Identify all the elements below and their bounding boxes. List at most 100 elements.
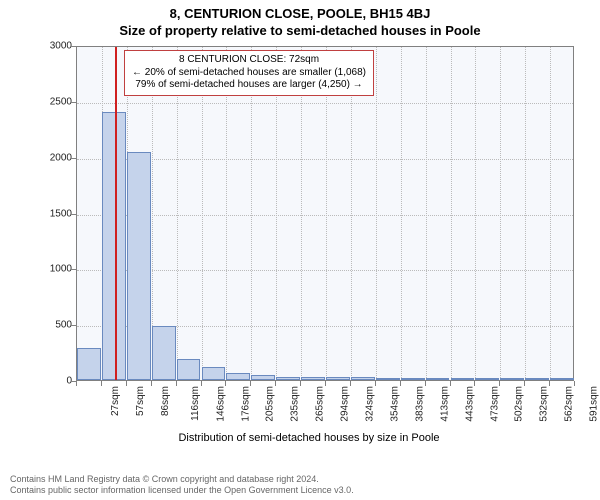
gridline-v xyxy=(177,47,178,380)
chart-container: Number of semi-detached properties 8 CEN… xyxy=(34,46,584,426)
y-tick-mark xyxy=(71,214,76,215)
x-tick-label: 591sqm xyxy=(589,386,600,422)
gridline-v xyxy=(451,47,452,380)
x-tick-label: 562sqm xyxy=(564,386,575,422)
x-tick-mark xyxy=(76,381,77,386)
x-tick-mark xyxy=(450,381,451,386)
y-tick-label: 1000 xyxy=(36,264,72,275)
x-tick-mark xyxy=(474,381,475,386)
histogram-bar xyxy=(226,373,250,380)
annotation-line-3: 79% of semi-detached houses are larger (… xyxy=(132,79,366,92)
histogram-bar xyxy=(475,378,499,380)
gridline-v xyxy=(301,47,302,380)
histogram-bar xyxy=(202,367,226,380)
y-tick-mark xyxy=(71,46,76,47)
page-title: 8, CENTURION CLOSE, POOLE, BH15 4BJ xyxy=(0,0,600,21)
y-tick-mark xyxy=(71,269,76,270)
histogram-bar xyxy=(550,378,574,380)
x-tick-mark xyxy=(250,381,251,386)
x-tick-mark xyxy=(400,381,401,386)
x-tick-label: 354sqm xyxy=(389,386,400,422)
gridline-v xyxy=(226,47,227,380)
x-tick-label: 235sqm xyxy=(290,386,301,422)
histogram-bar xyxy=(326,377,350,380)
y-tick-label: 0 xyxy=(36,376,72,387)
histogram-bar xyxy=(376,378,400,380)
histogram-bar xyxy=(525,378,549,380)
gridline-v xyxy=(251,47,252,380)
gridline-v xyxy=(426,47,427,380)
annotation-line-2: ← 20% of semi-detached houses are smalle… xyxy=(132,67,366,80)
x-tick-mark xyxy=(549,381,550,386)
x-tick-mark xyxy=(350,381,351,386)
gridline-v xyxy=(500,47,501,380)
y-tick-label: 1500 xyxy=(36,208,72,219)
x-axis-title: Distribution of semi-detached houses by … xyxy=(34,432,584,444)
marker-line xyxy=(115,47,117,380)
x-tick-label: 502sqm xyxy=(514,386,525,422)
y-tick-label: 500 xyxy=(36,320,72,331)
x-tick-label: 294sqm xyxy=(340,386,351,422)
annotation-line-1: 8 CENTURION CLOSE: 72sqm xyxy=(132,54,366,67)
y-tick-label: 2000 xyxy=(36,152,72,163)
x-tick-label: 265sqm xyxy=(315,386,326,422)
x-tick-mark xyxy=(300,381,301,386)
gridline-v xyxy=(550,47,551,380)
gridline-v xyxy=(326,47,327,380)
x-tick-mark xyxy=(499,381,500,386)
x-tick-label: 146sqm xyxy=(215,386,226,422)
histogram-bar xyxy=(500,378,524,380)
histogram-bar xyxy=(251,375,275,380)
histogram-bar xyxy=(152,326,176,380)
footer-attribution: Contains HM Land Registry data © Crown c… xyxy=(10,474,354,496)
y-tick-label: 2500 xyxy=(36,96,72,107)
histogram-bar xyxy=(426,378,450,380)
annotation-box: 8 CENTURION CLOSE: 72sqm ← 20% of semi-d… xyxy=(124,50,374,96)
histogram-bar xyxy=(276,377,300,380)
gridline-v xyxy=(475,47,476,380)
x-tick-mark xyxy=(524,381,525,386)
gridline-v xyxy=(202,47,203,380)
histogram-bar xyxy=(127,152,151,380)
x-tick-mark xyxy=(201,381,202,386)
histogram-bar xyxy=(351,377,375,380)
gridline-v xyxy=(525,47,526,380)
plot-area xyxy=(76,46,574,381)
x-tick-mark xyxy=(225,381,226,386)
footer-line-2: Contains public sector information licen… xyxy=(10,485,354,496)
x-tick-mark xyxy=(375,381,376,386)
x-tick-label: 383sqm xyxy=(414,386,425,422)
x-tick-mark xyxy=(275,381,276,386)
gridline-v xyxy=(351,47,352,380)
gridline-v xyxy=(401,47,402,380)
gridline-v xyxy=(376,47,377,380)
x-tick-mark xyxy=(176,381,177,386)
footer-line-1: Contains HM Land Registry data © Crown c… xyxy=(10,474,354,485)
x-tick-label: 443sqm xyxy=(464,386,475,422)
histogram-bar xyxy=(77,348,101,380)
y-tick-mark xyxy=(71,158,76,159)
x-tick-label: 86sqm xyxy=(160,386,171,416)
x-tick-mark xyxy=(151,381,152,386)
y-tick-label: 3000 xyxy=(36,41,72,52)
x-tick-label: 116sqm xyxy=(190,386,201,421)
y-tick-mark xyxy=(71,102,76,103)
histogram-bar xyxy=(401,378,425,380)
x-tick-mark xyxy=(325,381,326,386)
x-tick-label: 205sqm xyxy=(265,386,276,422)
x-tick-label: 27sqm xyxy=(110,386,121,416)
page-subtitle: Size of property relative to semi-detach… xyxy=(0,21,600,42)
x-tick-label: 473sqm xyxy=(489,386,500,422)
histogram-bar xyxy=(301,377,325,380)
y-tick-mark xyxy=(71,325,76,326)
x-tick-label: 176sqm xyxy=(240,386,251,422)
x-tick-mark xyxy=(126,381,127,386)
histogram-bar xyxy=(451,378,475,380)
x-tick-mark xyxy=(574,381,575,386)
histogram-bar xyxy=(177,359,201,380)
x-tick-label: 413sqm xyxy=(439,386,450,422)
x-tick-label: 57sqm xyxy=(135,386,146,416)
gridline-v xyxy=(276,47,277,380)
x-tick-label: 532sqm xyxy=(539,386,550,422)
x-tick-mark xyxy=(425,381,426,386)
